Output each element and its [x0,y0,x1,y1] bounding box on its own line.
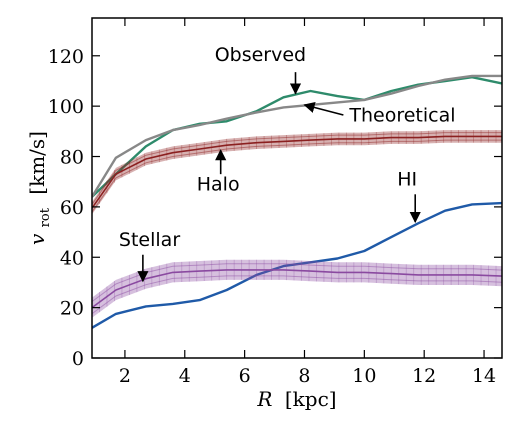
line-halo [92,135,502,209]
plot-frame [91,17,503,359]
x-tick-label-2: 2 [119,365,131,387]
y-axis-ticks: 0 20 40 60 80 100 120 [48,46,502,370]
band-line-stellar-1 [92,263,502,303]
y-tick-label-60: 60 [60,197,84,219]
annotation-hi: HI [397,168,421,224]
annotation-theoretical: Theoretical [303,101,456,126]
x-axis-ticks: 2 4 6 8 10 12 14 [119,18,496,387]
y-tick-label-120: 120 [48,46,84,68]
x-axis-var: R [256,387,272,411]
y-axis-unit: [km/s] [25,131,49,195]
x-axis-unit: [kpc] [285,387,337,411]
line-stellar [92,269,502,309]
x-axis-label: R [kpc] [256,387,336,411]
line-theoretical [92,74,502,198]
x-tick-label-12: 12 [412,365,436,387]
x-tick-label-4: 4 [179,365,191,387]
y-axis-var: v [25,233,49,245]
annotations: Observed Theoretical Halo HI Stellar [119,44,456,283]
y-tick-label-100: 100 [48,96,84,118]
series-halo [92,130,502,215]
series-hi [92,201,502,329]
x-tick-label-14: 14 [472,365,496,387]
series-theoretical [92,74,502,198]
x-tick-label-10: 10 [352,365,376,387]
band-halo [92,130,502,215]
annotation-arrow-theoretical [303,101,344,116]
annotation-text-hi: HI [397,168,417,190]
band-line-halo-0 [92,139,502,213]
band-line-halo-1 [92,132,502,205]
y-tick-label-0: 0 [72,348,84,370]
y-tick-label-40: 40 [60,247,84,269]
annotation-text-halo: Halo [197,174,240,196]
plot-series [92,74,502,329]
annotation-halo: Halo [197,149,240,196]
annotation-text-theoretical: Theoretical [348,104,455,126]
y-tick-label-80: 80 [60,147,84,169]
annotation-text-observed: Observed [215,44,306,66]
y-axis-sub: rot [38,207,53,227]
y-axis-label: v rot [km/s] [25,131,54,245]
annotation-stellar: Stellar [119,229,180,283]
annotation-observed: Observed [215,44,306,95]
x-tick-label-8: 8 [298,365,310,387]
x-tick-label-6: 6 [239,365,251,387]
series-stellar [92,259,502,318]
band-line-stellar-0 [92,275,502,315]
y-tick-label-20: 20 [60,298,84,320]
line-hi [92,201,502,329]
annotation-text-stellar: Stellar [119,229,180,251]
